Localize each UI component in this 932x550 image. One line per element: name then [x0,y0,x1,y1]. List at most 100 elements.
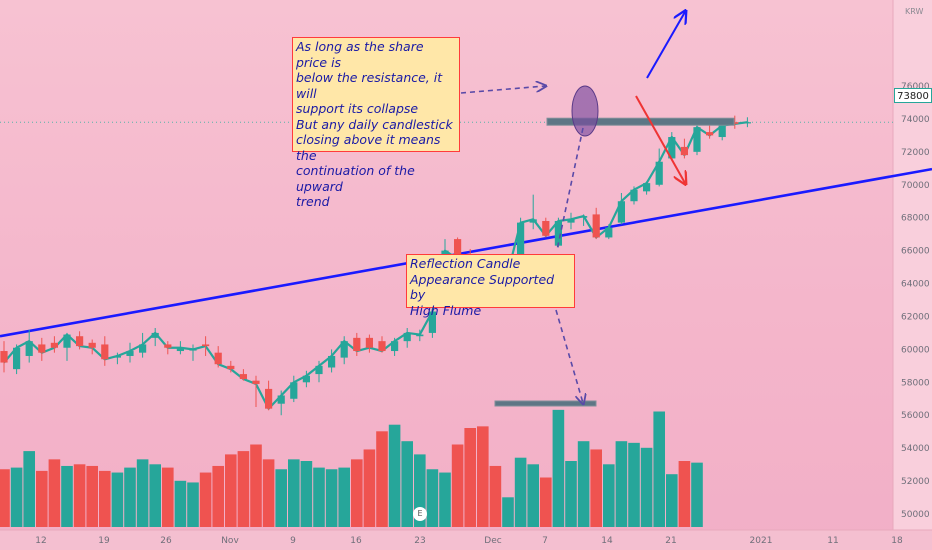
candle-body [126,351,134,356]
x-tick-label: 19 [98,536,110,546]
trendline [0,167,932,338]
volume-bar [527,464,539,527]
y-tick-label: 62000 [901,312,930,322]
y-tick-label: 70000 [901,181,930,191]
candle-body [378,341,386,352]
x-tick-label: 16 [350,536,362,546]
volume-bar [300,461,313,527]
volume-bar [577,441,590,527]
y-tick-label: 76000 [901,82,930,92]
candle-body [718,125,726,138]
volume-bar [225,454,237,527]
volume-bar [212,465,224,527]
volume-bar [388,424,401,527]
volume-bar [99,470,111,527]
resistance-zone [546,117,735,126]
volume-bar [174,480,187,527]
y-tick-label: 68000 [901,214,930,224]
candle-body [353,337,361,352]
candle-body [265,388,273,409]
candle-body [731,122,739,124]
last-price-tag: 73800 [894,88,932,103]
candle-body [88,342,96,348]
candle-body [365,337,373,348]
candle-body [340,341,348,358]
volume-bar [477,426,489,527]
dashed-line-to-note [556,127,584,251]
candle-body [176,347,184,352]
candle-body [139,344,147,353]
candle-body [592,214,600,238]
y-tick-label: 54000 [901,444,930,454]
volume-bar [514,457,527,527]
y-tick-label: 66000 [901,247,930,257]
volume-bar [640,447,653,527]
bullish-scenario-arrow [646,12,685,79]
volume-bar [540,477,552,527]
candle-body [580,216,588,218]
volume-bar [565,461,577,527]
earnings-marker[interactable]: E [413,507,427,521]
volume-bar [61,465,73,527]
volume-bar [237,451,250,527]
volume-bar [552,409,565,527]
candle-body [542,220,550,236]
volume-bar [615,441,628,527]
volume-bar [590,449,602,527]
candle-body [76,336,84,347]
volume-bar [603,464,615,527]
volume-bar [136,459,149,527]
x-tick-label: 9 [290,536,296,546]
y-tick-label: 72000 [901,148,930,158]
x-tick-label: 23 [414,536,425,546]
x-tick-label: 11 [827,536,838,546]
x-tick-label: 2021 [750,536,773,546]
volume-bar [338,467,350,527]
y-tick-label: 52000 [901,477,930,487]
candle-body [113,355,121,358]
candle-body [227,365,235,370]
x-tick-label: 14 [601,536,613,546]
time-axis-panel [0,530,932,550]
volume-bar [439,472,451,527]
volume-bar [23,451,35,527]
volume-bar [48,459,61,527]
candle-body [13,347,21,370]
volume-bar [313,467,325,527]
volume-bar [628,442,640,527]
y-tick-label: 60000 [901,345,930,355]
x-tick-label: 7 [542,536,548,546]
volume-bar [363,449,376,527]
candle-body [743,122,751,124]
candle-body [252,380,260,384]
candle-body [403,332,411,342]
candle-body [239,374,247,380]
x-tick-label: 18 [891,536,903,546]
candle-body [315,365,323,375]
x-tick-label: Nov [221,536,239,546]
volume-bar [10,467,23,527]
volume-bar [262,459,275,527]
candle-body [164,344,172,348]
volume-bar [376,431,388,527]
volume-bar [451,444,464,527]
volume-bar [401,441,413,527]
candle-body [668,137,676,159]
volume-bar [691,462,703,527]
volume-bar [653,411,665,527]
candle-body [706,132,714,136]
y-tick-label: 74000 [901,115,930,125]
candle-body [454,239,462,259]
x-tick-label: 12 [35,536,46,546]
volume-bar [0,469,10,527]
volume-bar [111,472,124,527]
candle-body [277,395,285,404]
candle-body [328,355,336,368]
candle-body [101,344,109,360]
bearish-scenario-arrow [635,95,685,183]
dashed-arrow-to-volume [555,309,583,403]
volume-bar [250,444,262,527]
volume-bar [426,469,439,527]
